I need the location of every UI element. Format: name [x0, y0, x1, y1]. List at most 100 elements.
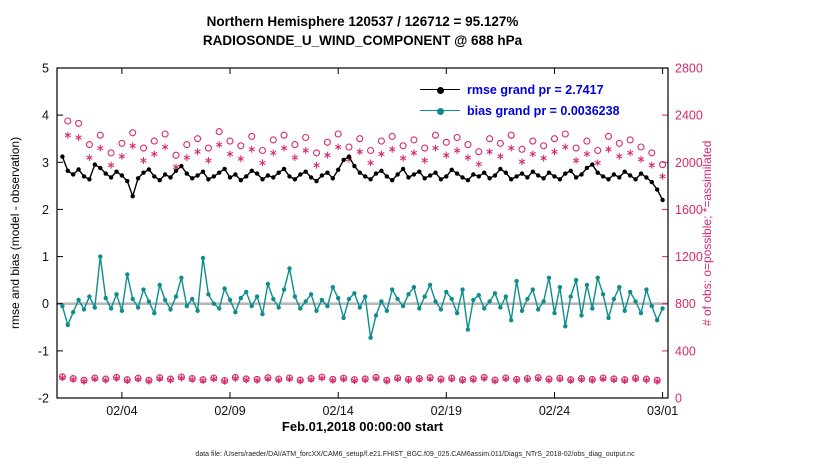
- possible-count-marker: [323, 138, 331, 146]
- possible-count-marker: [280, 131, 288, 139]
- bias-marker: [319, 297, 325, 303]
- possible-count-marker: [550, 135, 559, 143]
- bias-marker: [449, 296, 454, 302]
- rmse-marker: [146, 167, 152, 172]
- bias-marker: [227, 297, 233, 303]
- possible-count-marker: [453, 133, 461, 142]
- x-tick-label: 02/24: [539, 404, 570, 418]
- rmse-marker: [617, 175, 622, 180]
- rmse-marker: [98, 165, 103, 171]
- rmse-marker: [590, 162, 595, 167]
- plot-title-line1: Northern Hemisphere 120537 / 126712 = 95…: [206, 14, 519, 29]
- rmse-marker: [525, 175, 530, 180]
- bias-marker: [276, 305, 281, 310]
- rmse-marker: [281, 166, 287, 172]
- rmse-marker: [465, 178, 471, 183]
- bias-marker: [427, 282, 433, 288]
- possible-count-marker: [399, 142, 407, 150]
- possible-count-marker: [334, 130, 342, 138]
- bias-marker: [76, 297, 81, 303]
- bias-marker: [314, 308, 319, 313]
- bias-marker: [444, 289, 449, 295]
- possible-count-marker: [356, 135, 364, 143]
- rmse-marker: [514, 174, 519, 179]
- bias-marker: [660, 306, 665, 311]
- rmse-legend-marker-icon: [420, 83, 460, 96]
- rmse-marker: [411, 172, 417, 177]
- bias-marker: [471, 297, 476, 303]
- legend-label-bias: bias grand pr = 0.0036238: [467, 103, 620, 118]
- legend: rmse grand pr = 2.7417 bias grand pr = 0…: [420, 79, 620, 121]
- bias-marker: [579, 313, 584, 318]
- bias-legend-marker-icon: [420, 104, 460, 117]
- rmse-marker: [454, 171, 460, 176]
- possible-count-marker: [204, 144, 212, 152]
- bias-marker: [298, 306, 303, 311]
- rmse-marker: [227, 175, 233, 180]
- possible-count-marker: [269, 136, 277, 144]
- bias-marker: [260, 311, 265, 317]
- bias-marker: [476, 293, 481, 298]
- bias-marker: [168, 307, 173, 312]
- rmse-marker: [498, 166, 503, 172]
- possible-count-marker: [529, 137, 537, 145]
- rmse-marker: [152, 174, 157, 179]
- rmse-marker: [325, 170, 330, 175]
- possible-count-marker: [215, 128, 223, 136]
- bias-marker: [406, 292, 411, 297]
- rmse-marker: [482, 170, 487, 175]
- rmse-marker: [649, 179, 654, 185]
- bias-marker: [622, 308, 627, 313]
- possible-count-marker: [583, 137, 591, 145]
- rmse-marker: [509, 177, 514, 182]
- bias-marker: [422, 294, 427, 299]
- rmse-marker: [130, 194, 135, 199]
- bias-marker: [292, 294, 298, 299]
- rmse-marker: [254, 171, 260, 176]
- possible-count-marker: [107, 149, 115, 157]
- bias-marker: [98, 254, 103, 259]
- left-axis-label: rmse and bias (model - observation): [8, 136, 22, 330]
- possible-count-marker: [312, 149, 321, 157]
- bias-marker: [498, 305, 503, 310]
- bias-marker: [135, 305, 141, 310]
- possible-count-marker: [194, 135, 202, 143]
- bias-marker: [103, 295, 108, 301]
- rmse-marker: [308, 175, 314, 180]
- rmse-marker: [287, 174, 292, 179]
- rmse-marker: [298, 172, 303, 177]
- bias-marker: [87, 294, 92, 299]
- rmse-marker: [238, 178, 243, 183]
- possible-count-marker: [431, 131, 440, 139]
- rmse-marker: [211, 174, 216, 179]
- bias-marker: [352, 291, 357, 296]
- bias-marker: [514, 278, 519, 284]
- possible-count-marker: [648, 149, 656, 157]
- bias-marker: [308, 292, 314, 297]
- bias-marker: [536, 307, 541, 312]
- possible-count-marker: [540, 142, 548, 150]
- bias-marker: [81, 307, 87, 312]
- bias-marker: [395, 296, 400, 302]
- bias-marker: [217, 306, 222, 311]
- bias-marker: [638, 310, 644, 316]
- rmse-marker: [660, 197, 665, 203]
- bias-marker: [373, 313, 379, 318]
- rmse-marker: [471, 172, 476, 177]
- bias-marker: [265, 281, 271, 287]
- possible-count-marker: [377, 137, 385, 145]
- rmse-marker: [162, 172, 168, 177]
- rmse-marker: [119, 173, 125, 178]
- rmse-marker: [87, 177, 92, 182]
- rmse-marker: [449, 167, 454, 172]
- possible-count-marker: [464, 141, 472, 149]
- rmse-marker: [319, 173, 325, 178]
- bias-marker: [644, 287, 649, 292]
- rmse-marker: [530, 169, 535, 174]
- right-tick-label: 2000: [675, 156, 703, 170]
- bias-marker: [303, 299, 308, 304]
- rmse-marker: [390, 178, 395, 183]
- rmse-marker: [579, 172, 584, 177]
- left-tick-label: 2: [42, 203, 49, 217]
